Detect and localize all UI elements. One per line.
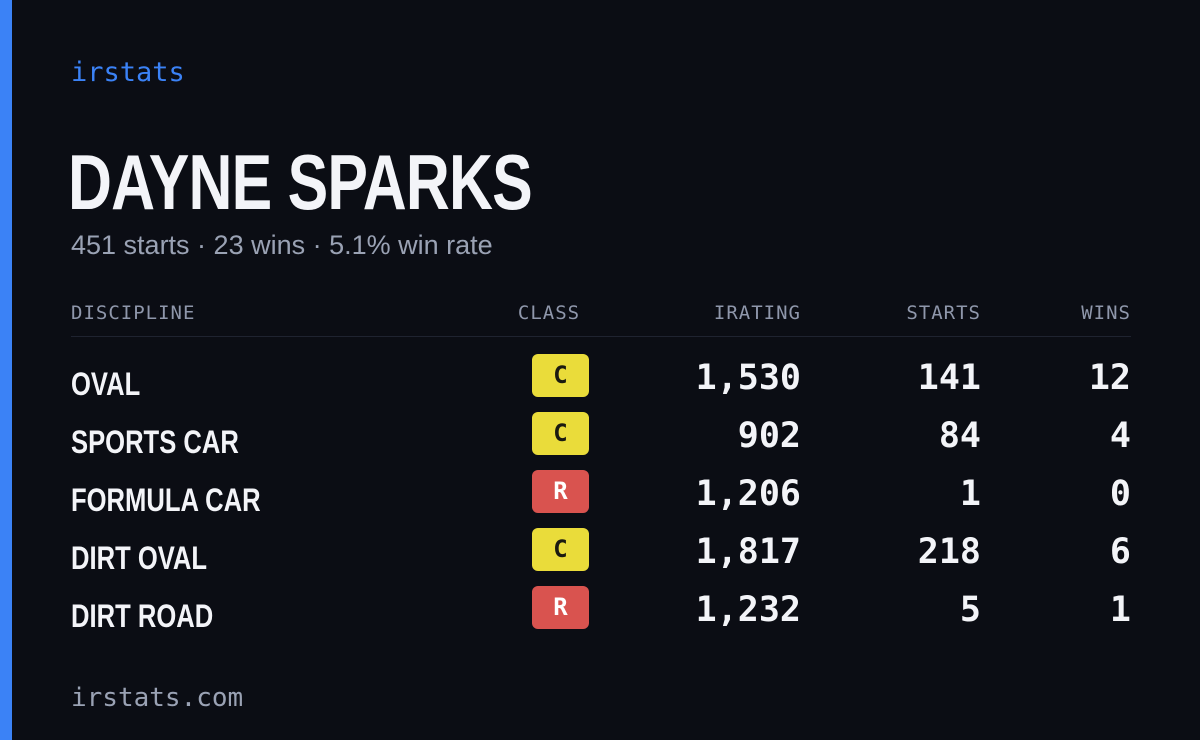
column-header-class: CLASS [517, 302, 581, 324]
column-header-wins: WINS [1081, 302, 1131, 324]
starts-value: 1 [959, 474, 981, 514]
discipline-name: SPORTS CAR [71, 424, 239, 460]
driver-summary: 451 starts · 23 wins · 5.1% win rate [71, 230, 493, 260]
discipline-name: DIRT OVAL [71, 540, 208, 576]
starts-value: 84 [938, 416, 981, 456]
discipline-table: OVAL C 1,530 141 12 SPORTS CAR C 902 84 … [71, 350, 1131, 640]
starts-value: 141 [917, 358, 981, 398]
column-header-irating: IRATING [713, 302, 801, 324]
class-badge: R [532, 470, 589, 513]
wins-value: 12 [1088, 358, 1131, 398]
irating-value: 1,232 [695, 590, 801, 630]
starts-value: 5 [959, 590, 981, 630]
discipline-name: FORMULA CAR [71, 482, 261, 518]
wins-value: 6 [1109, 532, 1131, 572]
wins-value: 1 [1109, 590, 1131, 630]
irating-value: 1,817 [695, 532, 801, 572]
column-header-starts: STARTS [906, 302, 981, 324]
starts-value: 218 [917, 532, 981, 572]
class-badge: C [532, 354, 589, 397]
table-row: FORMULA CAR R 1,206 1 0 [71, 466, 1131, 524]
footer-url: irstats.com [71, 683, 244, 713]
irating-value: 1,206 [695, 474, 801, 514]
brand-logo: irstats [71, 57, 185, 88]
irating-value: 1,530 [695, 358, 801, 398]
table-header: DISCIPLINE CLASS IRATING STARTS WINS [71, 300, 1131, 337]
class-badge: R [532, 586, 589, 629]
irating-value: 902 [737, 416, 801, 456]
discipline-name: OVAL [71, 366, 141, 402]
table-row: DIRT OVAL C 1,817 218 6 [71, 524, 1131, 582]
wins-value: 4 [1109, 416, 1131, 456]
discipline-name: DIRT ROAD [71, 598, 214, 634]
class-badge: C [532, 412, 589, 455]
driver-name: DAYNE SPARKS [68, 138, 533, 226]
class-badge: C [532, 528, 589, 571]
table-row: OVAL C 1,530 141 12 [71, 350, 1131, 408]
accent-bar [0, 0, 12, 740]
table-row: DIRT ROAD R 1,232 5 1 [71, 582, 1131, 640]
wins-value: 0 [1109, 474, 1131, 514]
table-row: SPORTS CAR C 902 84 4 [71, 408, 1131, 466]
column-header-discipline: DISCIPLINE [71, 302, 196, 324]
